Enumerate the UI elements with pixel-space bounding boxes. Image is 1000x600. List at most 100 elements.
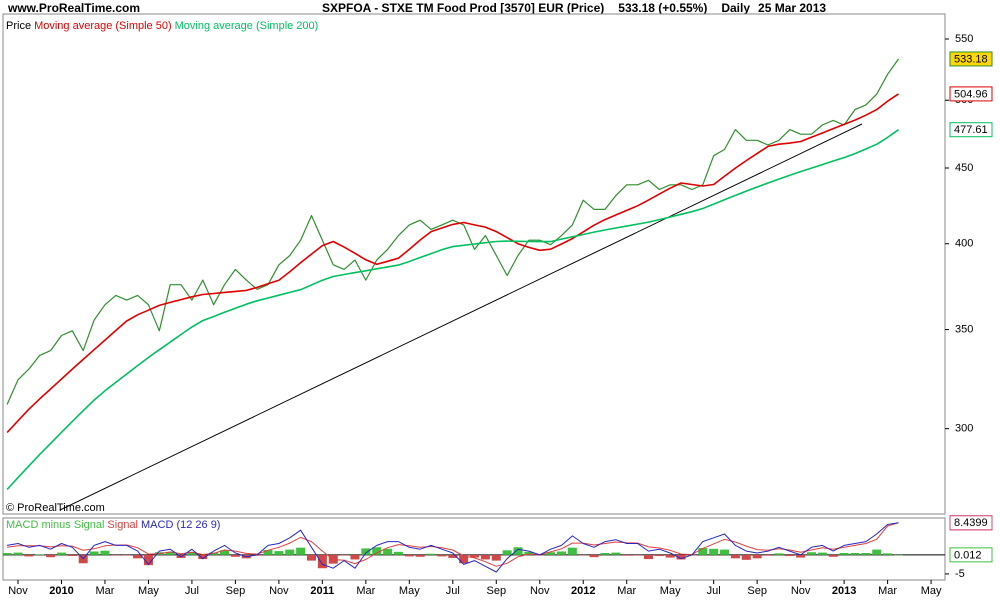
histogram-bar <box>578 554 588 556</box>
histogram-bar <box>567 547 577 555</box>
histogram-bar <box>2 552 12 555</box>
histogram-bar <box>741 554 751 560</box>
x-tick-label: Jul <box>446 585 460 597</box>
macd-panel-frame <box>2 517 946 581</box>
x-tick-label: Mar <box>617 585 636 597</box>
histogram-bar <box>13 552 23 555</box>
histogram-bar <box>709 548 719 555</box>
histogram-bar <box>35 554 45 556</box>
y-tick-label: 300 <box>955 423 973 435</box>
x-tick-label: Jul <box>707 585 721 597</box>
period: Daily <box>721 1 750 15</box>
histogram-bar <box>589 554 599 558</box>
histogram-bar <box>46 554 56 558</box>
histogram-bar <box>622 554 632 556</box>
x-tick-label: Mar <box>878 585 897 597</box>
histogram-bar <box>317 554 327 569</box>
y-tick-label: 400 <box>955 238 973 250</box>
histogram-bar <box>828 554 838 557</box>
histogram-bar <box>274 551 284 555</box>
histogram-bar <box>480 554 490 560</box>
x-tick-label: Sep <box>747 585 767 597</box>
histogram-bar <box>437 554 447 557</box>
price-change: 533.18 (+0.55%) <box>618 1 707 15</box>
histogram-bar <box>491 554 501 561</box>
x-tick-label: May <box>138 585 159 597</box>
histogram-bar <box>165 552 175 555</box>
histogram-bar <box>839 552 849 555</box>
x-tick-label: Nov <box>530 585 550 597</box>
histogram-bar <box>470 554 480 558</box>
legend-entry: Moving average (Simple 200) <box>175 20 319 32</box>
x-tick-label: 2012 <box>571 585 595 597</box>
series-line <box>6 93 899 434</box>
value-tag <box>949 86 993 102</box>
histogram-bar <box>643 554 653 560</box>
watermark: © ProRealTime.com <box>6 502 105 514</box>
price-legend: Price Moving average (Simple 50) Moving av… <box>6 20 318 32</box>
histogram-bar <box>350 554 360 560</box>
histogram-bar <box>785 554 795 557</box>
y-tick-label: -5 <box>955 568 965 580</box>
x-tick-label: May <box>399 585 420 597</box>
x-tick-label: 2013 <box>832 585 856 597</box>
x-tick-label: Nov <box>791 585 811 597</box>
histogram-bar <box>730 554 740 559</box>
x-tick-label: May <box>660 585 681 597</box>
histogram-bar <box>633 554 643 556</box>
x-tick-label: Mar <box>95 585 114 597</box>
histogram-bar <box>296 547 306 555</box>
histogram-bar <box>372 547 382 555</box>
histogram-bar <box>459 554 469 564</box>
histogram-bar <box>763 554 773 556</box>
legend-entry: Signal <box>107 519 138 531</box>
histogram-bar <box>24 554 34 557</box>
histogram-bar <box>850 552 860 555</box>
histogram-bar <box>861 552 871 555</box>
histogram-bar <box>56 552 66 555</box>
histogram-bar <box>111 554 121 556</box>
x-tick-label: May <box>921 585 942 597</box>
price-panel-frame <box>2 13 946 515</box>
histogram-bar <box>524 551 534 555</box>
histogram-bar <box>796 554 806 558</box>
value-tag <box>949 547 993 563</box>
value-tag <box>949 122 993 138</box>
y-tick-label: 450 <box>955 162 973 174</box>
value-tag-label: 8.4399 <box>954 517 988 529</box>
histogram-bar <box>122 554 132 556</box>
legend-entry: MACD minus Signal <box>6 519 104 531</box>
histogram-bar <box>426 553 436 555</box>
histogram-bar <box>133 554 143 559</box>
x-tick-label: Jul <box>185 585 199 597</box>
x-tick-label: Mar <box>356 585 375 597</box>
histogram-bar <box>883 553 893 555</box>
series-line <box>7 522 899 573</box>
histogram-bar <box>415 554 425 557</box>
value-tag <box>949 515 993 531</box>
histogram-bar <box>198 554 208 560</box>
histogram-bar <box>383 548 393 555</box>
histogram-bar <box>339 554 349 556</box>
histogram-bar <box>285 549 295 555</box>
histogram-bar <box>361 548 371 555</box>
histogram-bar <box>143 554 153 566</box>
chart-title: SXPFOA - STXE TM Food Prod [3570] EUR (P… <box>322 1 826 15</box>
histogram-bar <box>404 554 414 557</box>
y-tick-label: 350 <box>955 323 973 335</box>
title: SXPFOA - STXE TM Food Prod [3570] EUR (P… <box>322 1 604 15</box>
y-tick-label: 550 <box>955 33 973 45</box>
histogram-bar <box>774 553 784 555</box>
histogram-bar <box>654 554 664 557</box>
histogram-bar <box>448 554 458 558</box>
histogram-bar <box>600 552 610 555</box>
histogram-bar <box>513 547 523 555</box>
x-tick-label: Sep <box>226 585 246 597</box>
histogram-bar <box>720 549 730 555</box>
value-tag-label: 0.012 <box>954 549 982 561</box>
histogram-bar <box>752 554 762 559</box>
histogram-bar <box>817 552 827 555</box>
